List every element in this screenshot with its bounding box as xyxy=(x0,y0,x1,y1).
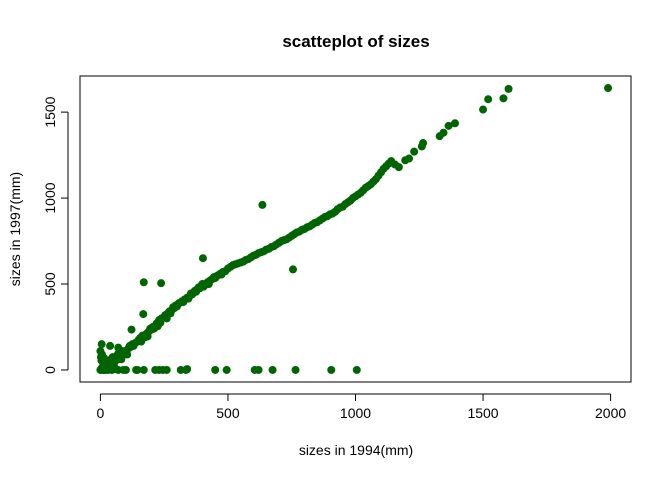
x-tick-label: 2000 xyxy=(595,405,626,421)
x-tick-label: 0 xyxy=(97,405,105,421)
x-axis: 0 500 1000 1500 2000 xyxy=(97,393,626,421)
data-point xyxy=(102,365,111,374)
data-point xyxy=(419,139,428,148)
data-point xyxy=(198,254,207,263)
plot-frame xyxy=(79,75,632,383)
data-point xyxy=(444,121,453,130)
data-point xyxy=(258,200,267,209)
data-point xyxy=(211,365,220,374)
x-axis-label: sizes in 1994(mm) xyxy=(299,442,413,458)
data-point xyxy=(106,341,115,350)
data-point xyxy=(121,365,130,374)
data-point xyxy=(405,154,414,163)
data-point xyxy=(289,265,297,274)
data-point xyxy=(504,84,513,93)
data-point xyxy=(139,278,148,287)
data-points xyxy=(96,84,613,374)
data-point xyxy=(139,310,148,319)
data-point xyxy=(254,365,263,374)
y-tick-label: 0 xyxy=(42,366,58,374)
data-point xyxy=(268,365,277,374)
data-point xyxy=(439,128,448,137)
y-axis-label: sizes in 1997(mm) xyxy=(7,172,23,286)
data-point xyxy=(604,84,613,93)
data-point xyxy=(352,365,361,374)
data-point xyxy=(162,365,171,374)
data-point xyxy=(107,365,116,374)
data-point xyxy=(139,365,148,374)
data-point xyxy=(327,365,336,374)
data-point xyxy=(157,279,166,288)
data-point xyxy=(132,365,141,374)
data-point xyxy=(499,94,508,103)
data-point xyxy=(114,365,123,374)
data-point xyxy=(127,325,136,334)
data-point xyxy=(183,365,192,374)
y-tick-label: 1000 xyxy=(42,182,58,213)
y-tick-label: 500 xyxy=(42,272,58,296)
x-tick-label: 1500 xyxy=(467,405,498,421)
data-point xyxy=(410,147,419,156)
data-point xyxy=(450,119,459,128)
data-point xyxy=(291,365,300,374)
y-axis: 0 500 1000 1500 xyxy=(42,96,69,374)
data-point xyxy=(394,163,403,172)
chart-title: scatteplot of sizes xyxy=(282,32,429,51)
x-tick-label: 500 xyxy=(216,405,240,421)
x-tick-label: 1000 xyxy=(340,405,371,421)
y-tick-label: 1500 xyxy=(42,96,58,127)
data-point xyxy=(479,105,488,114)
data-point xyxy=(222,365,231,374)
data-point xyxy=(97,340,106,349)
data-point xyxy=(484,95,493,104)
data-point xyxy=(123,350,132,359)
data-point xyxy=(155,365,164,374)
